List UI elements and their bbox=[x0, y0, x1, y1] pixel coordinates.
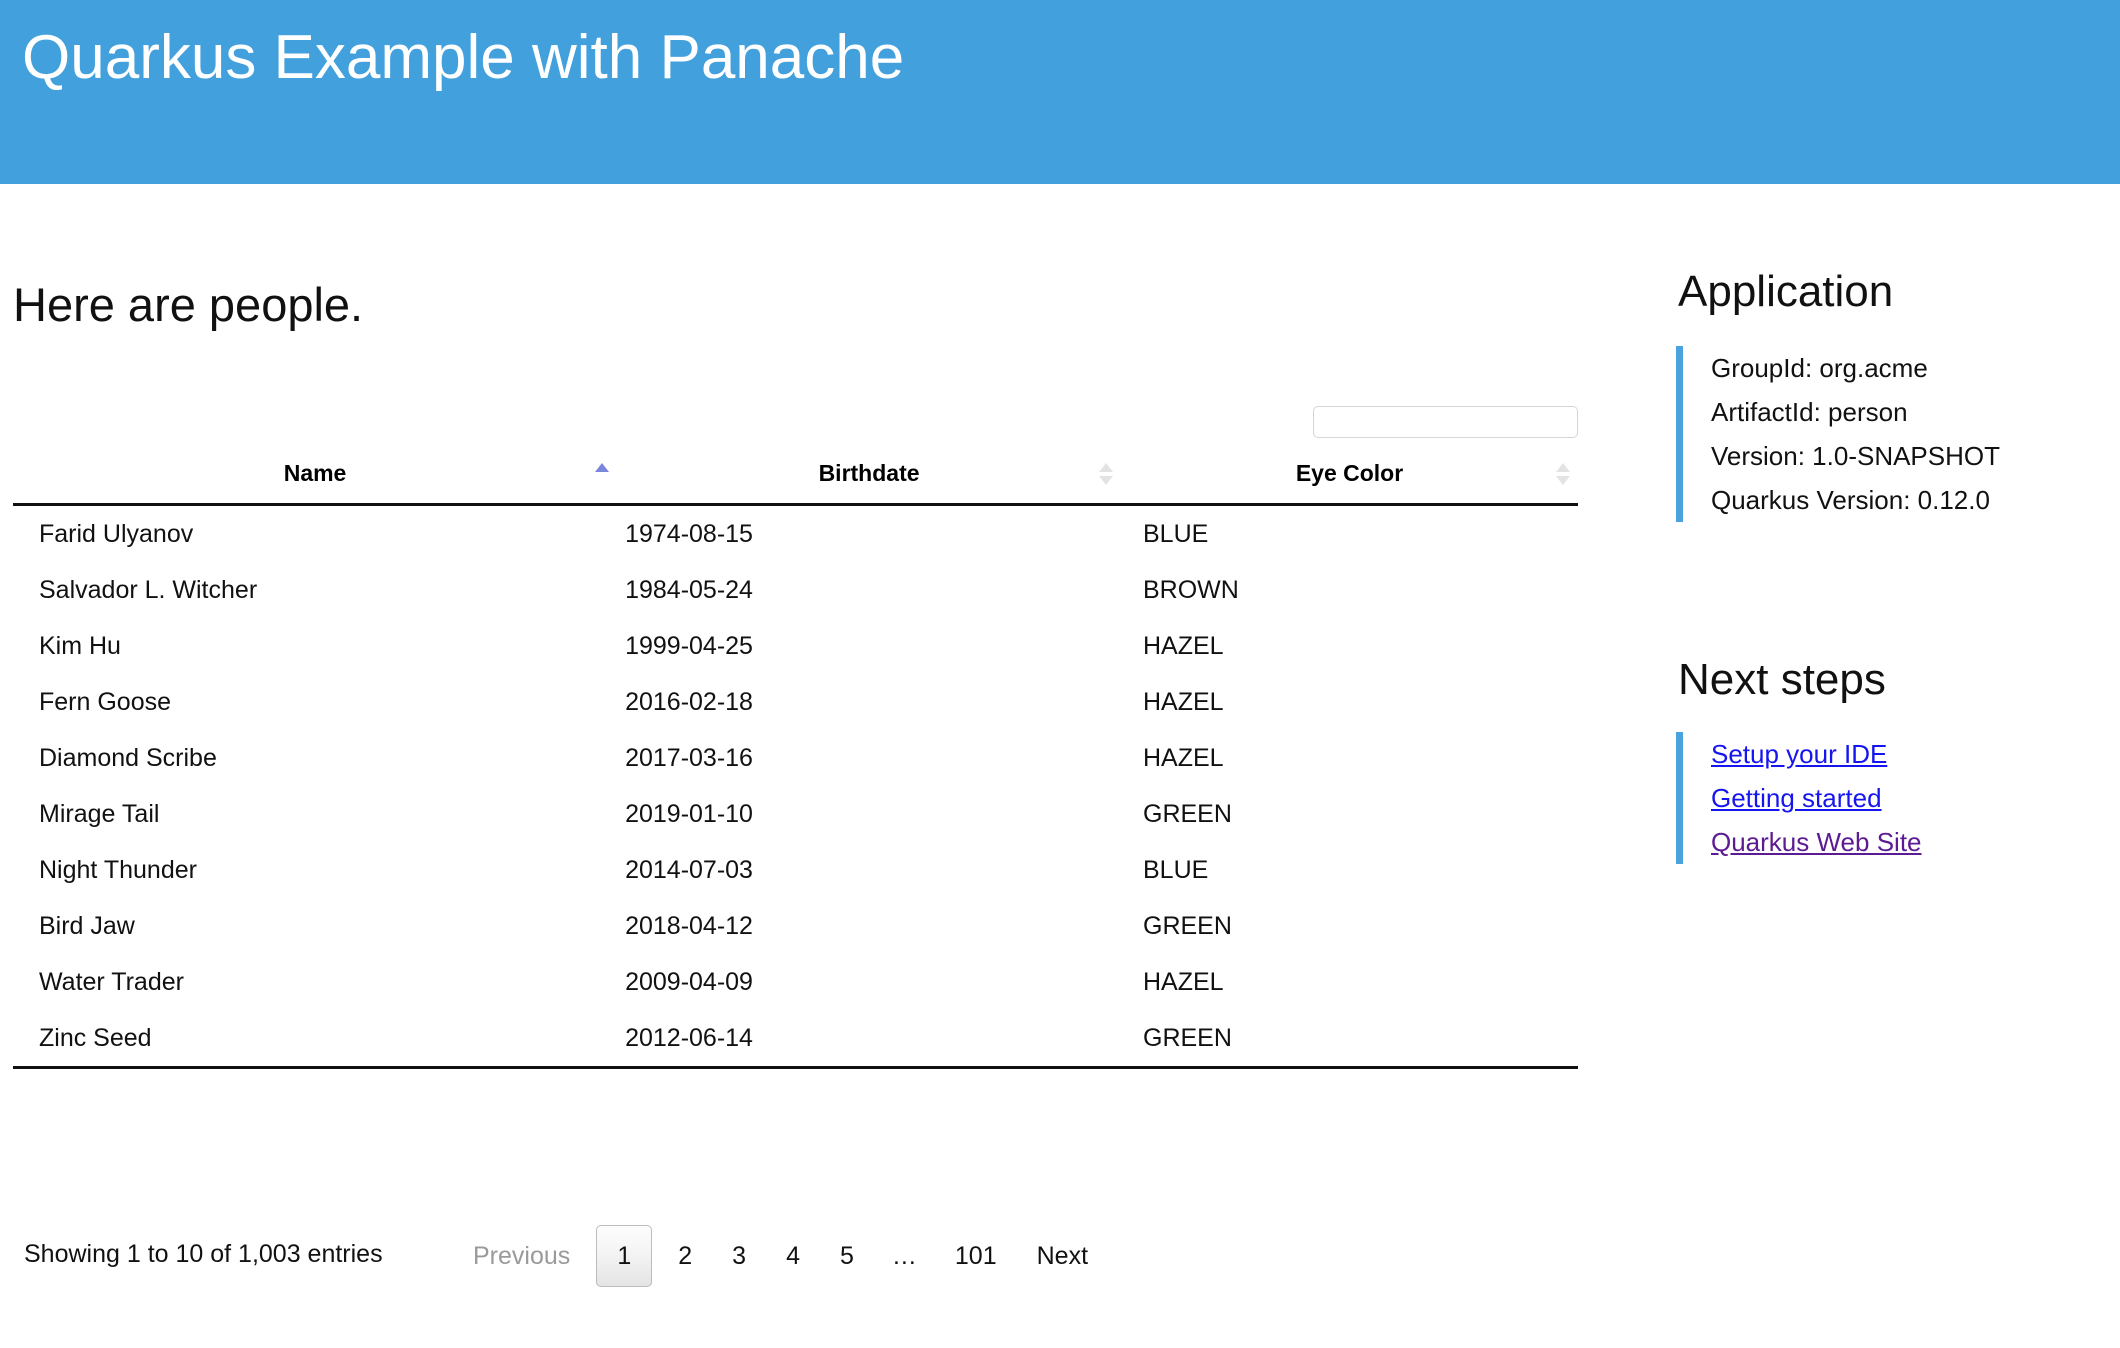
table-row[interactable]: Kim Hu 1999-04-25 HAZEL bbox=[13, 618, 1578, 674]
cell-birthdate: 1974-08-15 bbox=[625, 520, 753, 548]
app-title: Quarkus Example with Panache bbox=[22, 23, 905, 92]
main-content: Here are people. Name Birthdate bbox=[0, 184, 1620, 1348]
pagination: Previous 1 2 3 4 5 … 101 Next bbox=[453, 1225, 1108, 1287]
application-info-block: GroupId: org.acme ArtifactId: person Ver… bbox=[1676, 346, 2000, 522]
page-title: Here are people. bbox=[13, 278, 364, 331]
showing-entries-info: Showing 1 to 10 of 1,003 entries bbox=[24, 1240, 383, 1268]
cell-birthdate: 2016-02-18 bbox=[625, 688, 753, 716]
table-row[interactable]: Night Thunder 2014-07-03 BLUE bbox=[13, 842, 1578, 898]
column-header-name-label: Name bbox=[283, 460, 347, 486]
pagination-next[interactable]: Next bbox=[1036, 1242, 1089, 1270]
cell-birthdate: 2012-06-14 bbox=[617, 1010, 1121, 1069]
cell-eye-color: GREEN bbox=[1121, 1010, 1578, 1069]
cell-name: Fern Goose bbox=[39, 688, 172, 716]
table-row[interactable]: Water Trader 2009-04-09 HAZEL bbox=[13, 954, 1578, 1010]
pagination-previous[interactable]: Previous bbox=[473, 1242, 571, 1270]
cell-eye-color: BROWN bbox=[1143, 576, 1239, 604]
table-row[interactable]: Salvador L. Witcher 1984-05-24 BROWN bbox=[13, 562, 1578, 618]
cell-birthdate: 2014-07-03 bbox=[625, 856, 753, 884]
cell-name: Kim Hu bbox=[39, 632, 121, 660]
pagination-page-3[interactable]: 3 bbox=[732, 1242, 747, 1270]
link-setup-your-ide[interactable]: Setup your IDE bbox=[1711, 739, 1888, 769]
pagination-page-1[interactable]: 1 bbox=[596, 1225, 653, 1287]
next-steps-block: Setup your IDE Getting started Quarkus W… bbox=[1676, 732, 1922, 864]
cell-eye-color: BLUE bbox=[1143, 856, 1209, 884]
cell-eye-color: BLUE bbox=[1143, 520, 1209, 548]
table-row[interactable]: Farid Ulyanov 1974-08-15 BLUE bbox=[13, 505, 1578, 563]
table-row[interactable]: Bird Jaw 2018-04-12 GREEN bbox=[13, 898, 1578, 954]
pagination-page-2[interactable]: 2 bbox=[678, 1242, 693, 1270]
cell-name: Night Thunder bbox=[39, 856, 197, 884]
sidebar: Application GroupId: org.acme ArtifactId… bbox=[1676, 184, 2120, 1348]
cell-birthdate: 1984-05-24 bbox=[625, 576, 753, 604]
cell-birthdate: 2009-04-09 bbox=[625, 968, 753, 996]
cell-eye-color: HAZEL bbox=[1143, 968, 1224, 996]
column-header-name[interactable]: Name bbox=[13, 446, 618, 506]
application-version: Version: 1.0-SNAPSHOT bbox=[1711, 441, 2000, 471]
cell-name: Bird Jaw bbox=[39, 912, 135, 940]
pagination-page-4[interactable]: 4 bbox=[786, 1242, 800, 1270]
table-search bbox=[1313, 406, 1578, 438]
cell-birthdate: 1999-04-25 bbox=[625, 632, 753, 660]
search-input[interactable] bbox=[1313, 406, 1578, 438]
sidebar-heading-next-steps: Next steps bbox=[1678, 655, 1886, 704]
cell-eye-color: HAZEL bbox=[1143, 632, 1224, 660]
table-head: Name Birthdate bbox=[13, 446, 1578, 506]
application-quarkus-version: Quarkus Version: 0.12.0 bbox=[1711, 485, 1990, 515]
table-row[interactable]: Mirage Tail 2019-01-10 GREEN bbox=[13, 786, 1578, 842]
application-group-id: GroupId: org.acme bbox=[1711, 353, 1928, 383]
cell-birthdate: 2019-01-10 bbox=[625, 800, 753, 828]
cell-name: Salvador L. Witcher bbox=[39, 576, 258, 604]
table-row[interactable]: Diamond Scribe 2017-03-16 HAZEL bbox=[13, 730, 1578, 786]
app-banner: Quarkus Example with Panache bbox=[0, 0, 2120, 184]
pagination-page-101[interactable]: 101 bbox=[954, 1242, 997, 1270]
link-quarkus-web-site[interactable]: Quarkus Web Site bbox=[1711, 827, 1922, 857]
table-header-row: Name Birthdate bbox=[13, 446, 1578, 506]
people-table: Name Birthdate bbox=[13, 446, 1578, 1069]
cell-name: Diamond Scribe bbox=[39, 744, 217, 772]
column-header-birthdate-label: Birthdate bbox=[818, 460, 920, 486]
cell-eye-color: GREEN bbox=[1143, 800, 1232, 828]
cell-name: Mirage Tail bbox=[39, 800, 160, 828]
sort-ascending-icon[interactable] bbox=[595, 462, 610, 485]
table-footer: Showing 1 to 10 of 1,003 entries Previou… bbox=[13, 1220, 1578, 1292]
application-artifact-id: ArtifactId: person bbox=[1711, 397, 1908, 427]
cell-birthdate: 2018-04-12 bbox=[625, 912, 753, 940]
column-header-eye-color-label: Eye Color bbox=[1295, 460, 1404, 486]
column-header-eye-color[interactable]: Eye Color bbox=[1121, 446, 1578, 506]
link-getting-started[interactable]: Getting started bbox=[1711, 783, 1882, 813]
pagination-page-5[interactable]: 5 bbox=[839, 1242, 854, 1270]
sort-none-icon[interactable] bbox=[1556, 462, 1570, 485]
sidebar-heading-application: Application bbox=[1678, 267, 1894, 316]
cell-name: Zinc Seed bbox=[13, 1010, 618, 1069]
table-row[interactable]: Zinc Seed 2012-06-14 GREEN bbox=[13, 1010, 1578, 1069]
sort-none-icon[interactable] bbox=[1099, 462, 1113, 485]
cell-name: Water Trader bbox=[39, 968, 184, 996]
cell-eye-color: HAZEL bbox=[1143, 688, 1224, 716]
column-header-birthdate[interactable]: Birthdate bbox=[617, 446, 1121, 506]
pagination-ellipsis: … bbox=[891, 1242, 917, 1270]
cell-birthdate: 2017-03-16 bbox=[625, 744, 753, 772]
table-row[interactable]: Fern Goose 2016-02-18 HAZEL bbox=[13, 674, 1578, 730]
cell-eye-color: HAZEL bbox=[1143, 744, 1224, 772]
cell-name: Farid Ulyanov bbox=[39, 520, 194, 548]
table-body: Farid Ulyanov 1974-08-15 BLUE Salvador L… bbox=[13, 505, 1578, 1069]
cell-eye-color: GREEN bbox=[1143, 912, 1232, 940]
